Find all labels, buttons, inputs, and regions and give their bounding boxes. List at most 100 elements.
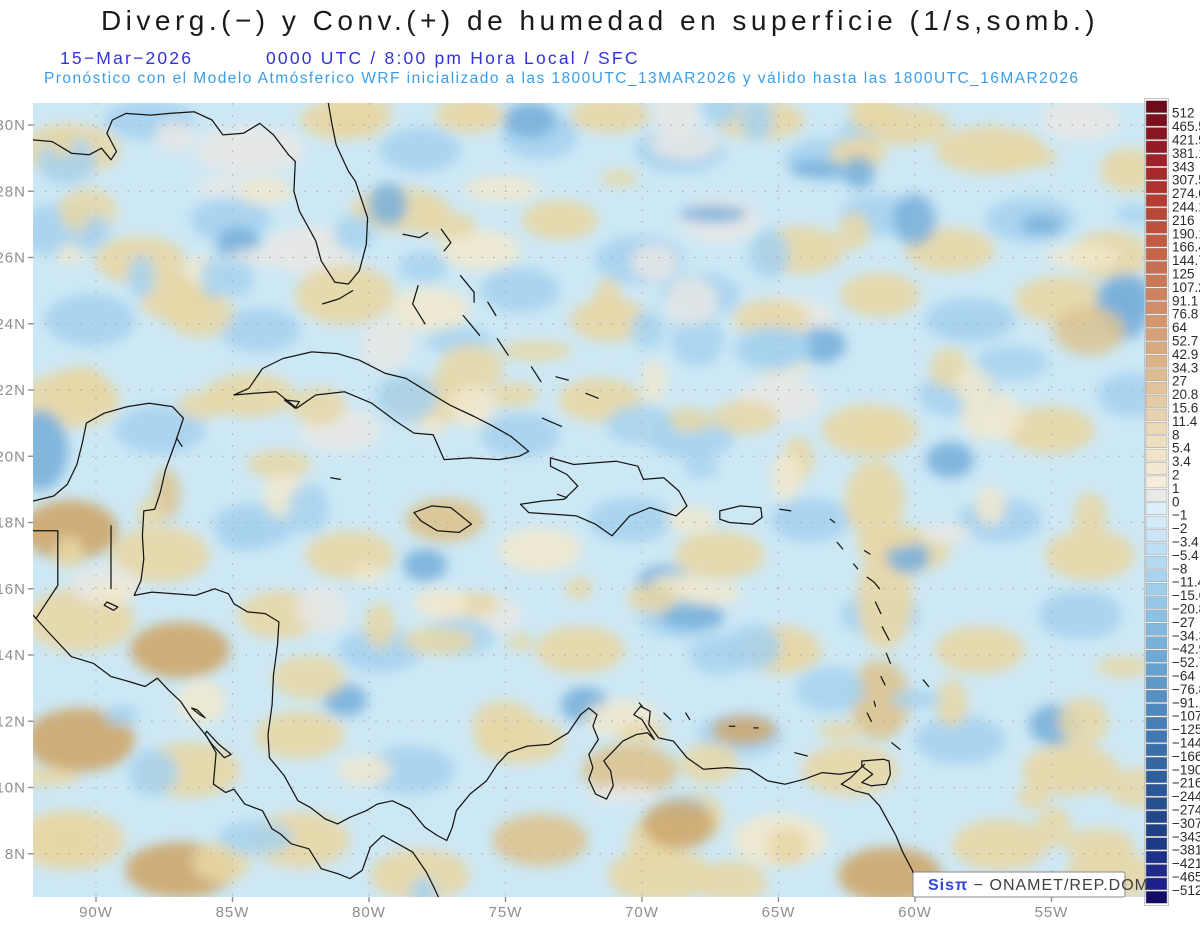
field-blob [975, 486, 1006, 525]
colorbar-cell [1146, 838, 1167, 850]
colorbar-cell [1146, 556, 1167, 568]
colorbar-cell [1146, 489, 1167, 501]
field-blob [843, 156, 875, 189]
field-blob [685, 457, 719, 478]
field-blob [84, 215, 110, 246]
field-blob [667, 507, 715, 534]
field-blob [449, 386, 494, 427]
field-blob [1016, 785, 1049, 810]
colorbar-cell [1146, 114, 1167, 126]
lat-label: 26N [0, 250, 26, 267]
colorbar-cell [1146, 476, 1167, 488]
field-blob [891, 690, 941, 709]
field-blob [701, 81, 740, 125]
field-blob [740, 98, 774, 141]
lat-label: 14N [0, 647, 26, 664]
colorbar-cell [1146, 677, 1167, 689]
colorbar-cell [1146, 396, 1167, 408]
colorbar-cell [1146, 208, 1167, 220]
field-blob [770, 498, 850, 542]
colorbar-cell [1146, 516, 1167, 528]
colorbar-cell [1146, 798, 1167, 810]
field-blob [364, 602, 394, 649]
field-blob [35, 819, 97, 861]
field-blob [936, 679, 968, 727]
field-blob [410, 877, 436, 908]
colorbar-cell [1146, 597, 1167, 609]
colorbar-cell [1146, 141, 1167, 153]
lon-label: 80W [352, 904, 386, 921]
lon-label: 55W [1035, 904, 1069, 921]
field-blob [675, 531, 765, 579]
field-blob [234, 177, 293, 204]
field-blob [952, 819, 1048, 871]
field-blob [1046, 245, 1120, 268]
field-blob [535, 626, 625, 674]
lat-label: 24N [0, 316, 26, 333]
field-blob [1040, 100, 1120, 140]
field-blob [195, 176, 244, 197]
lat-label: 12N [0, 713, 26, 730]
colorbar-cell [1146, 422, 1167, 434]
field-blob [498, 528, 582, 572]
field-blob [749, 229, 790, 278]
colorbar-cell [1146, 543, 1167, 555]
field-blob [369, 183, 408, 226]
field-blob [771, 453, 802, 502]
field-blob [1074, 492, 1107, 535]
field-blob [855, 533, 915, 549]
field-blob [504, 102, 556, 138]
colorbar-cell [1146, 342, 1167, 354]
field-blob [219, 521, 270, 552]
credit-box: Sisπ − ONAMET/REP.DOM. [913, 872, 1154, 897]
field-blob [840, 273, 920, 317]
lon-label: 65W [762, 904, 796, 921]
field-blob [492, 814, 588, 866]
field-blob [679, 205, 747, 222]
field-blob [177, 392, 227, 420]
field-blob [858, 416, 896, 452]
lat-label: 18N [0, 515, 26, 532]
field-blob [606, 405, 674, 444]
colorbar-cell [1146, 503, 1167, 515]
field-blob [654, 90, 699, 135]
field-blob [247, 450, 311, 479]
field-blob [921, 523, 972, 544]
colorbar-cell [1146, 382, 1167, 394]
colorbar-cell [1146, 275, 1167, 287]
field-blob [642, 360, 666, 402]
field-blob [1021, 215, 1062, 235]
field-blob [399, 252, 448, 282]
colorbar-cell [1146, 101, 1167, 113]
field-blob [54, 537, 84, 569]
field-blob [354, 565, 383, 584]
colorbar-cell [1146, 570, 1167, 582]
field-blob [454, 102, 493, 120]
field-blob [696, 861, 768, 903]
field-blob [45, 294, 135, 346]
colorbar-cell [1146, 288, 1167, 300]
colorbar-cell [1146, 851, 1167, 863]
field-blob [380, 128, 460, 172]
field-blob [935, 626, 1025, 674]
field-blob [588, 498, 672, 542]
field-blob [337, 756, 392, 785]
field-blob [522, 200, 598, 240]
colorbar-cell [1146, 302, 1167, 314]
colorbar-cell [1146, 248, 1167, 260]
colorbar-cell [1146, 824, 1167, 836]
lat-label: 20N [0, 448, 26, 465]
field-blob [1045, 529, 1135, 581]
field-blob [489, 382, 539, 407]
lon-label: 60W [898, 904, 932, 921]
field-blob [166, 288, 234, 337]
colorbar-cell [1146, 221, 1167, 233]
colorbar-cell [1146, 610, 1167, 622]
field-blob [712, 715, 777, 745]
field-blob [500, 341, 573, 361]
field-blob [218, 821, 292, 854]
field-blob [163, 273, 192, 293]
field-blob [630, 244, 678, 281]
field-blob [680, 743, 739, 783]
colorbar-cell [1146, 128, 1167, 140]
